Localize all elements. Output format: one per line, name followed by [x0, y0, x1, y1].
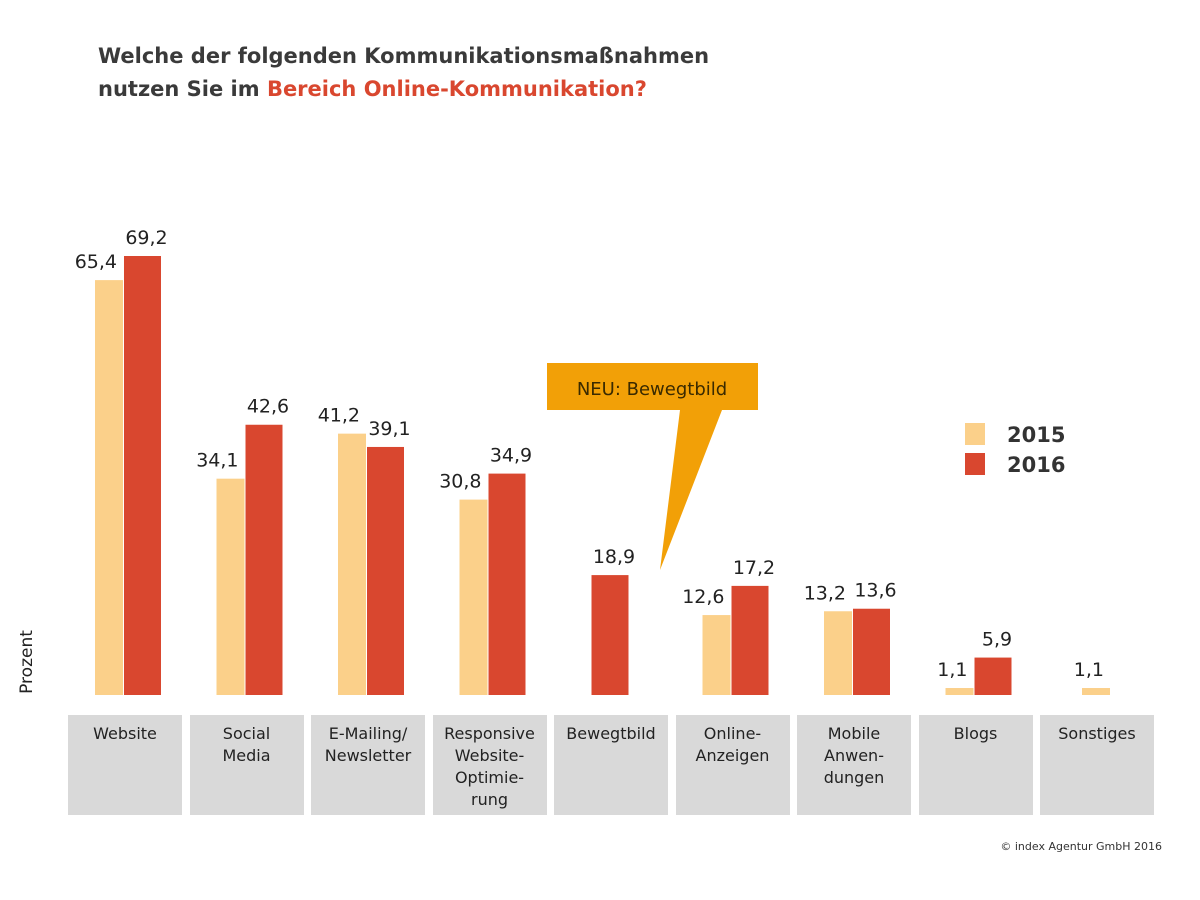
x-tick-label: Website	[68, 715, 182, 815]
title-highlight: Bereich Online-Kommunikation?	[266, 77, 647, 101]
source: © index Agentur GmbH 2016	[1000, 840, 1162, 853]
value-label: 41,2	[318, 405, 360, 427]
x-tick-label: Blogs	[918, 715, 1033, 815]
value-label: 12,6	[682, 586, 724, 608]
title-text: nutzen Sie im	[98, 77, 260, 101]
bar	[488, 473, 526, 695]
annotation: NEU: Bewegtbild	[577, 379, 727, 400]
bar	[824, 611, 852, 695]
value-label: 30,8	[439, 471, 481, 493]
value-label: 1,1	[937, 659, 967, 681]
value-label: 39,1	[368, 418, 410, 440]
legend-swatch	[965, 453, 985, 475]
bar	[974, 657, 1012, 695]
y-axis-label: Prozent	[17, 630, 37, 694]
value-label: 34,9	[490, 445, 532, 467]
bar	[95, 280, 123, 695]
value-label: 13,2	[804, 582, 846, 604]
bar	[1082, 688, 1110, 695]
x-tick-label: Mobile Anwen- dungen	[797, 715, 911, 815]
bar	[591, 575, 629, 695]
bar	[731, 585, 769, 695]
chart-title: Welche der folgenden Kommunikationsmaßna…	[98, 40, 709, 106]
legend-label: 2016	[1007, 453, 1065, 477]
value-label: 69,2	[125, 227, 167, 249]
value-label: 5,9	[982, 629, 1012, 651]
value-label: 65,4	[75, 251, 117, 273]
x-tick-label: Responsive Website- Optimie- rung	[432, 715, 547, 815]
bar	[367, 446, 404, 695]
bar	[245, 424, 283, 695]
bar	[338, 433, 366, 695]
x-tick-label: Sonstiges	[1040, 715, 1154, 815]
value-label: 42,6	[247, 396, 289, 418]
value-label: 18,9	[593, 546, 635, 568]
bar	[124, 256, 161, 695]
bar	[945, 688, 974, 695]
x-tick-label: Bewegtbild	[554, 715, 668, 815]
bar	[702, 615, 731, 695]
bar	[216, 478, 245, 695]
x-tick-label: E-Mailing/ Newsletter	[311, 715, 425, 815]
value-label: 17,2	[733, 557, 775, 579]
x-tick-label: Social Media	[189, 715, 304, 815]
bar	[459, 499, 488, 695]
value-label: 34,1	[196, 450, 238, 472]
callout	[547, 363, 758, 570]
title-line: Welche der folgenden Kommunikationsmaßna…	[98, 44, 710, 68]
legend-swatch	[965, 423, 985, 445]
bar	[853, 608, 890, 695]
legend-label: 2015	[1007, 423, 1065, 447]
title-line: nutzen Sie im Bereich Online-Kommunikati…	[98, 73, 709, 106]
value-label: 13,6	[854, 580, 896, 602]
value-label: 1,1	[1074, 659, 1104, 681]
x-tick-label: Online- Anzeigen	[675, 715, 790, 815]
